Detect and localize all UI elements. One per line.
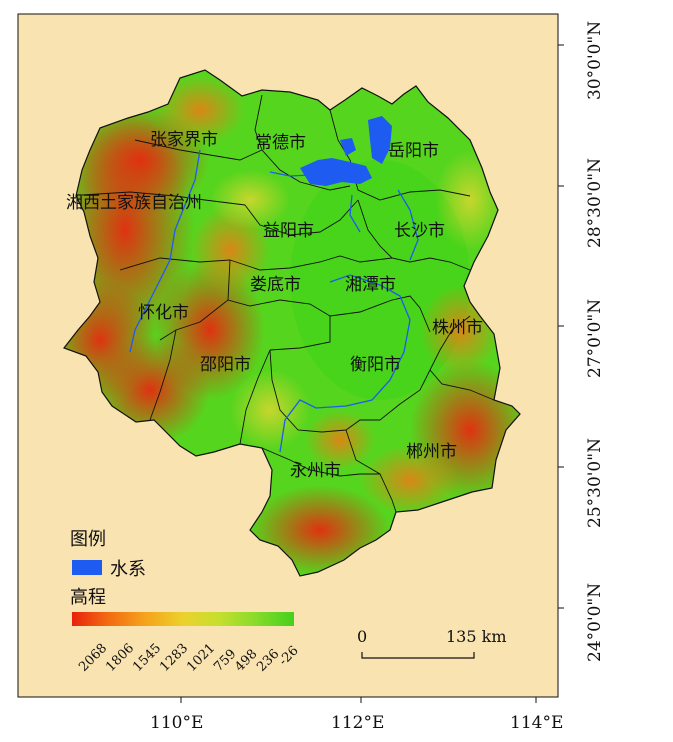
lon-tick-label: 112°E [331, 713, 384, 733]
city-label-xiangtan: 湘潭市 [345, 275, 396, 295]
scale-bar: 0 135 km [357, 627, 507, 659]
lon-tick-label: 114°E [510, 713, 563, 733]
city-label-loudi: 娄底市 [250, 275, 301, 295]
city-label-huaihua: 怀化市 [138, 303, 189, 323]
lon-tick-labels: 110°E 112°E 114°E [150, 713, 563, 733]
city-label-yueyang: 岳阳市 [388, 141, 439, 161]
city-label-yiyang: 益阳市 [263, 221, 314, 241]
city-label-xiangxi: 湘西土家族自治州 [66, 193, 202, 213]
city-label-changsha: 长沙市 [394, 221, 445, 241]
city-label-group: 张家界市 常德市 岳阳市 湘西土家族自治州 益阳市 长沙市 娄底市 湘潭市 怀化… [66, 130, 483, 481]
elevation-title: 高程 [70, 587, 106, 608]
water-label: 水系 [110, 559, 146, 580]
lat-tick-labels: 30°0'0"N 28°30'0"N 27°0'0"N 25°30'0"N 24… [585, 21, 605, 662]
city-label-hengyang: 衡阳市 [350, 355, 401, 375]
legend-title: 图例 [70, 529, 106, 550]
elevation-colorbar [72, 612, 294, 626]
scale-start-label: 0 [357, 627, 367, 646]
axis-ticks [180, 44, 564, 703]
river-network [129, 149, 419, 453]
lon-tick-label: 110°E [150, 713, 203, 733]
city-boundaries [81, 94, 495, 513]
city-label-yongzhou: 永州市 [290, 461, 341, 481]
scale-end-label: 135 km [446, 627, 507, 646]
lat-tick-label: 27°0'0"N [585, 299, 605, 378]
lat-tick-label: 28°30'0"N [585, 158, 605, 248]
lat-tick-label: 24°0'0"N [585, 583, 605, 662]
lat-tick-label: 25°30'0"N [585, 438, 605, 528]
city-label-zhuzhou: 株州市 [432, 318, 483, 338]
lat-tick-label: 30°0'0"N [585, 21, 605, 100]
city-label-chenzhou: 郴州市 [406, 442, 457, 462]
city-label-shaoyang: 邵阳市 [200, 355, 251, 375]
city-label-changde: 常德市 [255, 133, 306, 153]
dongting-lake [300, 116, 392, 186]
water-swatch [72, 560, 102, 575]
city-label-zhangjiajie: 张家界市 [150, 130, 218, 150]
